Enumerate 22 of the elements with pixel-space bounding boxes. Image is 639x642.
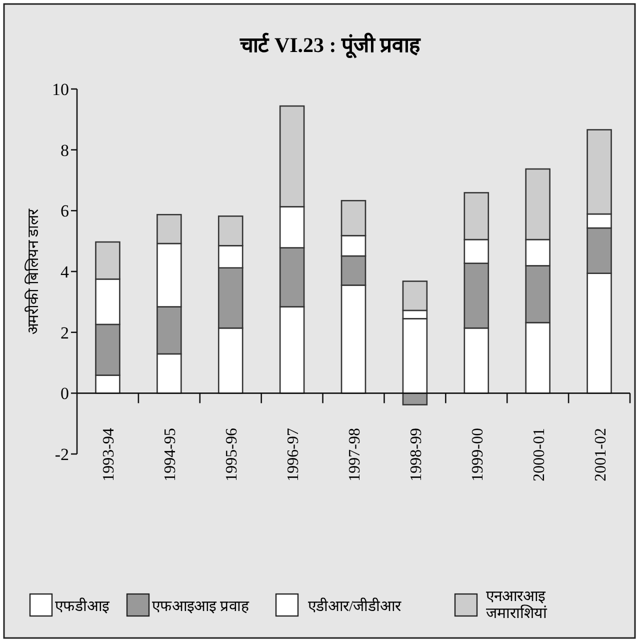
legend-label: एफडीआइ [55,597,110,615]
x-tick-label: 1994-95 [162,428,180,482]
y-tick-label: -2 [54,445,69,464]
chart-title: चार्ट VI.23 : पूंजी प्रवाह [239,32,421,59]
y-tick-label: 8 [60,140,69,160]
x-tick-label: 1997-98 [346,428,364,482]
x-tick-label: 2000-01 [530,428,548,482]
x-tick-label: 2001-02 [592,428,610,482]
y-tick-label: 0 [60,384,69,404]
legend-label: एनआरआइ जमाराशियां [486,589,548,622]
y-tick-label: 10 [52,80,69,99]
legend-label: एफआइआइ प्रवाह [152,599,250,615]
x-tick-label: 1999-00 [469,428,486,482]
legend-label: एडीआर/जीडीआर [308,597,402,615]
x-tick-label: 1996-97 [285,428,302,482]
y-tick-label: 4 [60,262,70,282]
y-axis-title: अमरीकी बिलियन डालर [24,208,42,334]
x-tick-label: 1998-99 [408,428,425,482]
x-tick-label: 1995-96 [224,428,241,482]
y-tick-label: 2 [60,323,69,342]
x-tick-label: 1993-94 [100,428,118,482]
y-tick-label: 6 [60,202,69,221]
